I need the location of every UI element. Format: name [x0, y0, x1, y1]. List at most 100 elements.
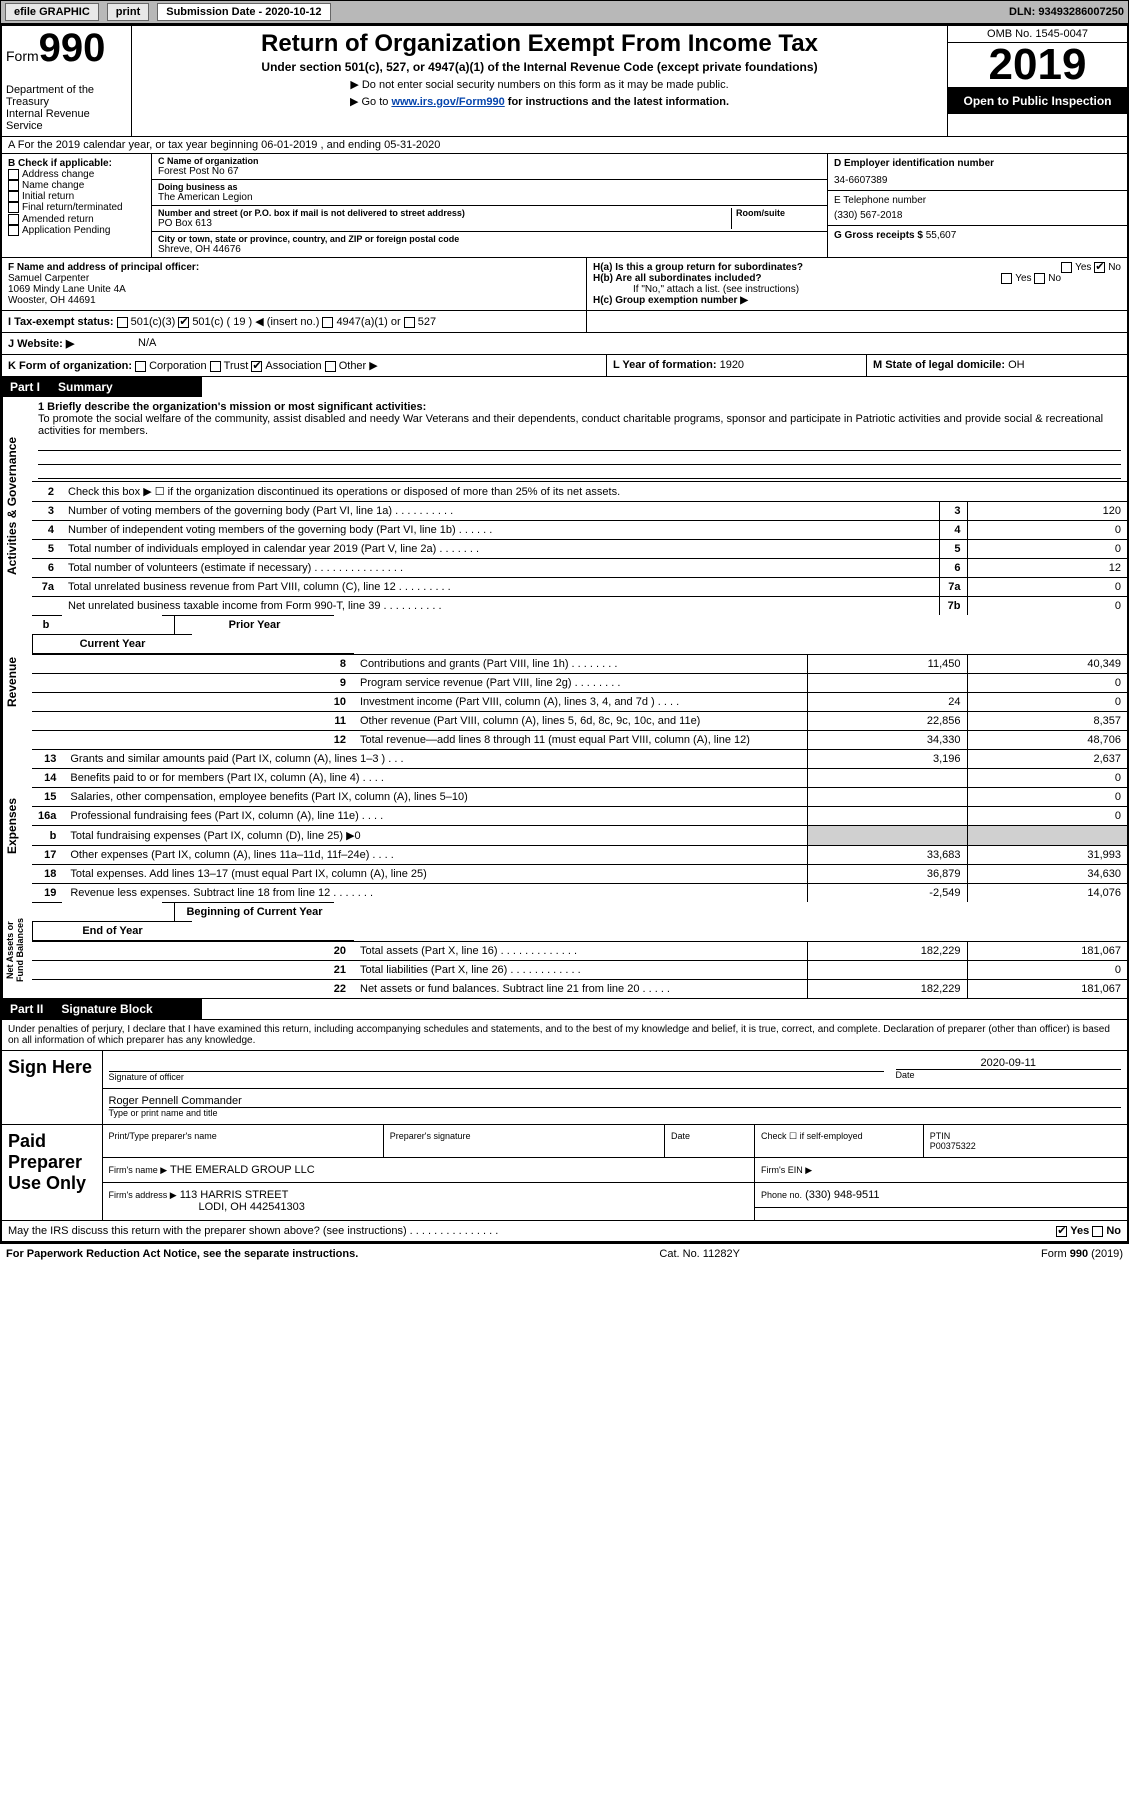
table-row: 7aTotal unrelated business revenue from …: [32, 578, 1127, 597]
page-footer: For Paperwork Reduction Act Notice, see …: [0, 1243, 1129, 1264]
box-j-lbl: J Website: ▶: [2, 333, 132, 354]
officer-addr1: 1069 Mindy Lane Unite 4A: [8, 284, 580, 295]
table-row: 22Net assets or fund balances. Subtract …: [32, 980, 1127, 999]
side-revenue: Revenue: [2, 615, 21, 749]
row-j: J Website: ▶ N/A: [2, 332, 1127, 354]
dba: The American Legion: [158, 192, 821, 203]
form-header: Form990 Department of the Treasury Inter…: [2, 26, 1127, 137]
dln: DLN: 93493286007250: [1009, 6, 1124, 18]
self-emp-lbl: Check ☐ if self-employed: [755, 1125, 924, 1158]
table-row: bTotal fundraising expenses (Part IX, co…: [32, 826, 1127, 846]
sign-here-label: Sign Here: [2, 1051, 102, 1125]
chk-501c[interactable]: [178, 317, 189, 328]
chk-discuss-no[interactable]: [1092, 1226, 1103, 1237]
chk-discuss-yes[interactable]: [1056, 1226, 1067, 1237]
perjury-text: Under penalties of perjury, I declare th…: [2, 1020, 1127, 1050]
phone: (330) 567-2018: [834, 210, 1121, 221]
gross-receipts: 55,607: [926, 230, 957, 241]
table-row: 8Contributions and grants (Part VIII, li…: [32, 655, 1127, 674]
chk-501c3[interactable]: [117, 317, 128, 328]
instructions-link[interactable]: www.irs.gov/Form990: [391, 96, 504, 108]
discuss-yes: Yes: [1070, 1225, 1089, 1237]
chk-assoc[interactable]: [251, 361, 262, 372]
tax-year: 2019: [948, 43, 1127, 88]
prep-phone: (330) 948-9511: [805, 1189, 879, 1201]
ein: 34-6607389: [834, 175, 1121, 186]
box-i-lbl: I Tax-exempt status:: [8, 316, 114, 328]
efile-button[interactable]: efile GRAPHIC: [5, 3, 99, 21]
row-f-h: F Name and address of principal officer:…: [2, 257, 1127, 310]
table-row: 6Total number of volunteers (estimate if…: [32, 559, 1127, 578]
table-row: 11Other revenue (Part VIII, column (A), …: [32, 712, 1127, 731]
chk-other[interactable]: [325, 361, 336, 372]
chk-trust[interactable]: [210, 361, 221, 372]
row-k-l-m: K Form of organization: Corporation Trus…: [2, 354, 1127, 376]
table-row: 2Check this box ▶ ☐ if the organization …: [32, 482, 1127, 502]
net-block: Net Assets or Fund Balances Beginning of…: [2, 902, 1127, 998]
period-row: A For the 2019 calendar year, or tax yea…: [2, 137, 1127, 154]
chk-ha-no[interactable]: [1094, 262, 1105, 273]
box-c-name-lbl: C Name of organization: [158, 156, 821, 166]
k-o2: Trust: [224, 360, 249, 372]
part1-body: Activities & Governance 1 Briefly descri…: [2, 397, 1127, 615]
paid-prep-label: Paid Preparer Use Only: [2, 1125, 102, 1221]
website: N/A: [132, 333, 1127, 354]
revenue-block: Revenue bPrior YearCurrent Year 8Contrib…: [2, 615, 1127, 749]
sig-date: 2020-09-11: [896, 1057, 1122, 1069]
prep-name-lbl: Print/Type preparer's name: [102, 1125, 383, 1158]
ha-no: No: [1108, 262, 1121, 273]
chk-pending[interactable]: [8, 225, 19, 236]
firm-ein-lbl: Firm's EIN ▶: [761, 1165, 812, 1175]
i-o1: 501(c)(3): [131, 316, 176, 328]
sign-here-table: Sign Here Signature of officer 2020-09-1…: [2, 1050, 1127, 1124]
chk-527[interactable]: [404, 317, 415, 328]
side-expenses: Expenses: [2, 749, 21, 902]
chk-hb-no[interactable]: [1034, 273, 1045, 284]
i-o3: 4947(a)(1) or: [336, 316, 400, 328]
chk-address-change[interactable]: [8, 169, 19, 180]
opt-initial: Initial return: [22, 191, 74, 202]
ha-lbl: H(a) Is this a group return for subordin…: [593, 262, 803, 273]
chk-final[interactable]: [8, 202, 19, 213]
i-o2: 501(c) ( 19 ) ◀ (insert no.): [192, 316, 319, 328]
hb-no: No: [1048, 273, 1061, 284]
chk-name-change[interactable]: [8, 180, 19, 191]
opt-amended: Amended return: [22, 214, 94, 225]
box-b-label: B Check if applicable:: [8, 158, 145, 169]
sig-officer-lbl: Signature of officer: [109, 1072, 884, 1082]
open-inspection: Open to Public Inspection: [948, 88, 1127, 114]
chk-corp[interactable]: [135, 361, 146, 372]
box-g-lbl: G Gross receipts $: [834, 230, 923, 241]
opt-final: Final return/terminated: [22, 203, 123, 214]
paid-preparer-table: Paid Preparer Use Only Print/Type prepar…: [2, 1124, 1127, 1220]
table-row: 3Number of voting members of the governi…: [32, 502, 1127, 521]
box-e-lbl: E Telephone number: [834, 195, 1121, 206]
chk-initial[interactable]: [8, 191, 19, 202]
table-row: 19Revenue less expenses. Subtract line 1…: [32, 884, 1127, 903]
name-title-lbl: Type or print name and title: [109, 1108, 1122, 1118]
chk-4947[interactable]: [322, 317, 333, 328]
chk-ha-yes[interactable]: [1061, 262, 1072, 273]
side-net: Net Assets or Fund Balances: [2, 902, 27, 998]
firm-name-lbl: Firm's name ▶: [109, 1165, 168, 1175]
signature-block: Under penalties of perjury, I declare th…: [2, 1019, 1127, 1241]
hb-lbl: H(b) Are all subordinates included?: [593, 273, 762, 284]
chk-amended[interactable]: [8, 214, 19, 225]
org-name: Forest Post No 67: [158, 166, 821, 177]
foot-left: For Paperwork Reduction Act Notice, see …: [6, 1248, 358, 1260]
print-button[interactable]: print: [107, 3, 149, 21]
twocol-hdr: bPrior YearCurrent Year: [32, 615, 354, 654]
org-addr: PO Box 613: [158, 218, 731, 229]
mission-line2: [38, 451, 1121, 465]
k-o3: Association: [265, 360, 321, 372]
officer-name-title: Roger Pennell Commander: [109, 1095, 1122, 1107]
table-row: 12Total revenue—add lines 8 through 11 (…: [32, 731, 1127, 750]
form-subtitle-2: ▶ Do not enter social security numbers o…: [140, 78, 939, 91]
table-row: 9Program service revenue (Part VIII, lin…: [32, 674, 1127, 693]
table-row: 13Grants and similar amounts paid (Part …: [32, 750, 1127, 769]
table-row: 16aProfessional fundraising fees (Part I…: [32, 807, 1127, 826]
chk-hb-yes[interactable]: [1001, 273, 1012, 284]
table-row: 14Benefits paid to or for members (Part …: [32, 769, 1127, 788]
form-subtitle-1: Under section 501(c), 527, or 4947(a)(1)…: [140, 60, 939, 74]
part2-title: Signature Block: [61, 1002, 152, 1016]
